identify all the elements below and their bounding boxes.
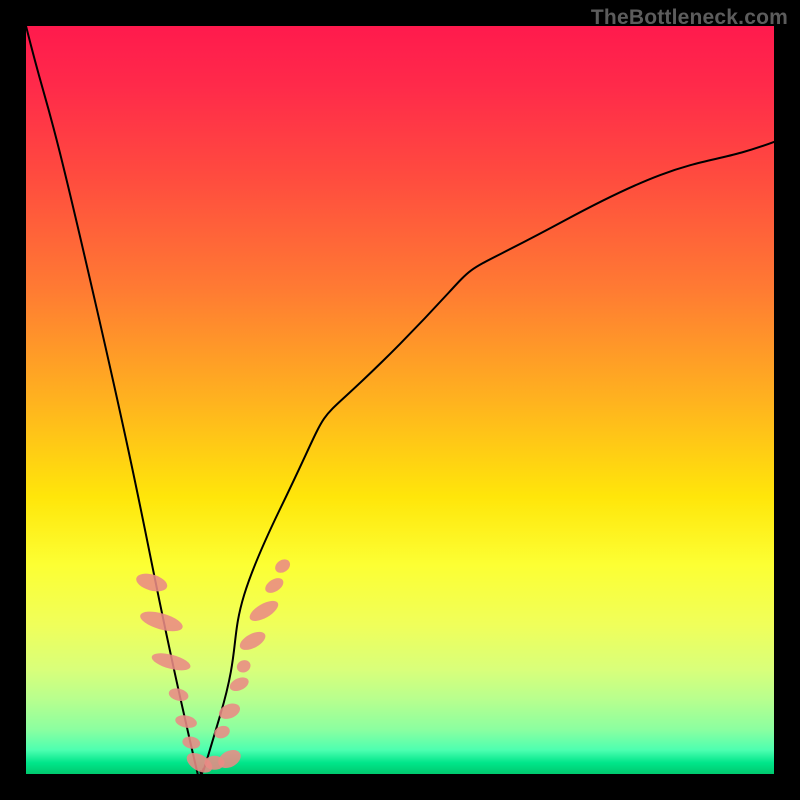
- chart-frame: TheBottleneck.com: [0, 0, 800, 800]
- chart-svg: [0, 0, 800, 800]
- gradient-background: [26, 26, 774, 774]
